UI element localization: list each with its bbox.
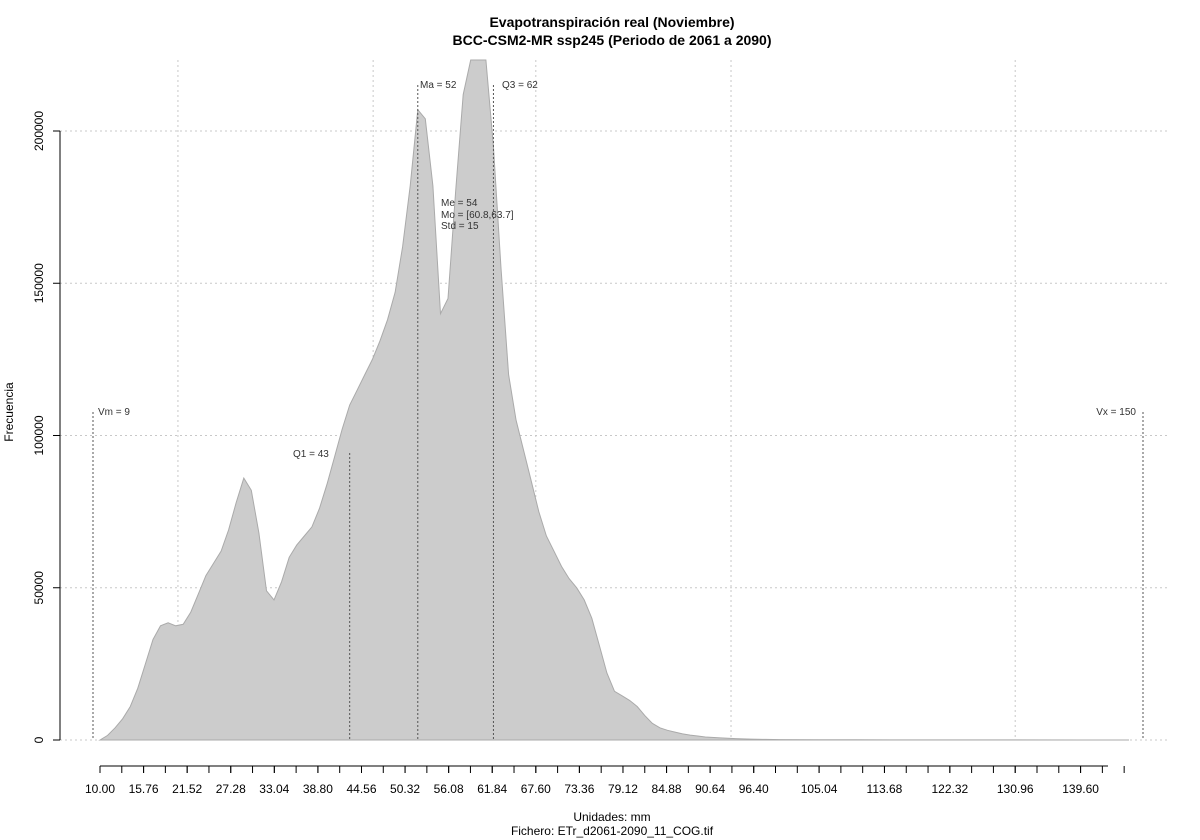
x-tick-label-16: 105.04 [801, 782, 838, 796]
y-tick-label-1: 50000 [32, 571, 46, 605]
x-tick-label-13: 84.88 [652, 782, 682, 796]
mo-label: Mo = [60.8,63.7] [441, 210, 514, 221]
chart-title: Evapotranspiración real (Noviembre) [489, 14, 734, 30]
x-axis-ticks: 10.00 15.76 21.52 27.28 33.04 38.80 44.56 50.32… [85, 766, 1125, 796]
footer-filename: Fichero: ETr_d2061-2090_11_COG.tif [511, 824, 714, 838]
x-tick-label-14: 90.64 [695, 782, 725, 796]
x-tick-label-19: 130.96 [997, 782, 1034, 796]
y-tick-label-3: 150000 [32, 263, 46, 303]
x-tick-label-9: 61.84 [477, 782, 507, 796]
x-tick-label-11: 73.36 [564, 782, 594, 796]
x-tick-label-17: 113.68 [867, 782, 903, 796]
y-tick-label-0: 0 [32, 736, 46, 743]
statistic-lines [92, 85, 1144, 740]
x-tick-label-15: 96.40 [739, 782, 769, 796]
chart-subtitle: BCC-CSM2-MR ssp245 (Periodo de 2061 a 20… [453, 32, 772, 48]
q3-label: Q3 = 62 [502, 80, 538, 91]
y-axis-ticks: 0 50000 100000 150000 200000 [32, 111, 60, 743]
x-tick-label-18: 122.32 [931, 782, 968, 796]
y-tick-label-2: 100000 [32, 415, 46, 455]
x-tick-label-0: 10.00 [85, 782, 115, 796]
y-axis-label: Frecuencia [2, 382, 16, 442]
x-tick-label-1: 15.76 [129, 782, 159, 796]
std-label: Std = 15 [441, 221, 479, 232]
x-tick-label-4: 33.04 [259, 782, 289, 796]
ma-label: Ma = 52 [420, 80, 457, 91]
x-tick-label-12: 79.12 [608, 782, 638, 796]
x-tick-label-7: 50.32 [390, 782, 420, 796]
x-tick-label-5: 38.80 [303, 782, 333, 796]
me-label: Me = 54 [441, 198, 478, 209]
vx-label: Vx = 150 [1096, 407, 1136, 418]
x-tick-label-8: 56.08 [434, 782, 464, 796]
x-tick-label-10: 67.60 [521, 782, 551, 796]
x-tick-label-2: 21.52 [172, 782, 202, 796]
x-axis-label: Unidades: mm [573, 810, 650, 824]
vm-label: Vm = 9 [98, 407, 130, 418]
x-tick-label-3: 27.28 [216, 782, 246, 796]
y-tick-label-4: 200000 [32, 111, 46, 151]
density-area [98, 59, 1129, 741]
x-tick-label-20: 139.60 [1062, 782, 1099, 796]
q1-label: Q1 = 43 [293, 449, 329, 460]
x-tick-label-6: 44.56 [346, 782, 376, 796]
